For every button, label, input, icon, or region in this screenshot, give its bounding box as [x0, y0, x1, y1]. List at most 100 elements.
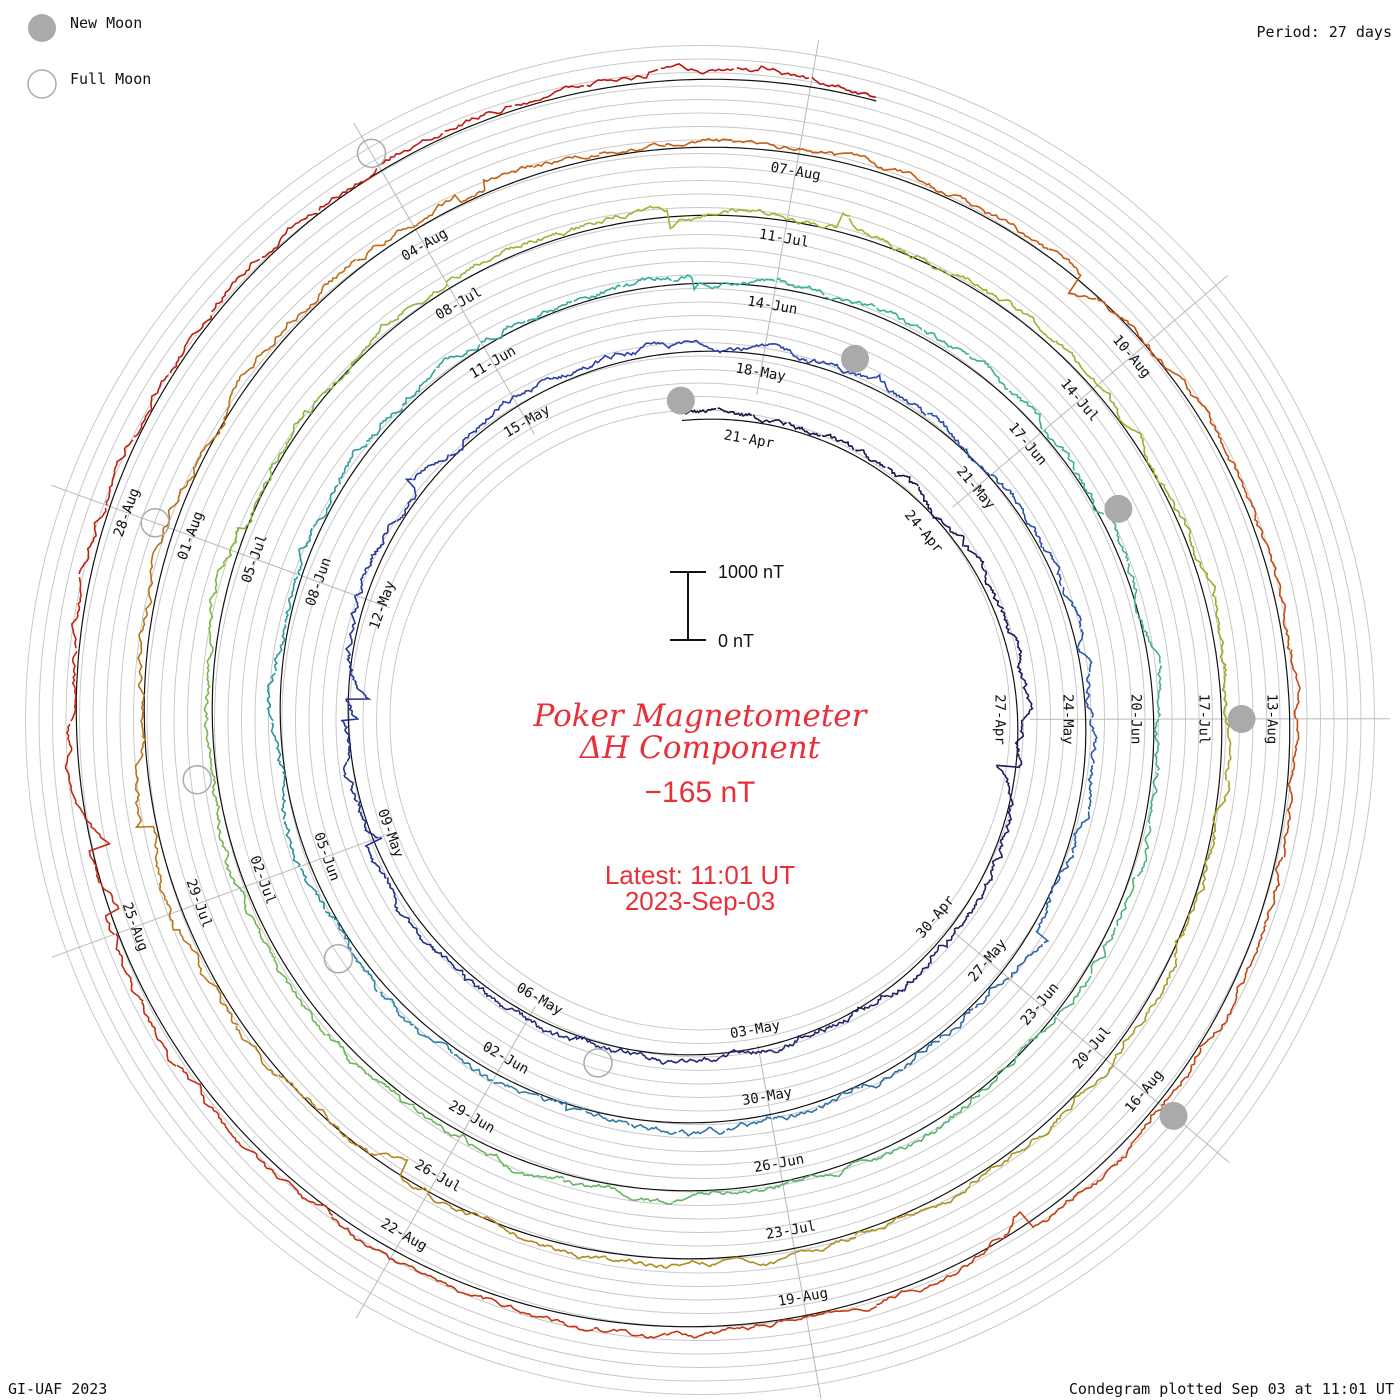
grid-circle [65, 85, 1335, 1355]
series-trace-segment [585, 1110, 630, 1126]
series-trace-segment [523, 1311, 594, 1332]
series-trace-segment [115, 933, 144, 1002]
series-trace-segment [1163, 485, 1192, 541]
series-trace-segment [1212, 780, 1231, 842]
series-trace-segment [668, 1257, 733, 1268]
series-trace-segment [460, 1134, 509, 1168]
series-trace-segment [284, 399, 319, 449]
series-trace-segment [235, 1025, 278, 1077]
series-trace-segment [94, 864, 120, 936]
new-moon-marker [1159, 1101, 1188, 1130]
series-trace-segment [630, 1123, 677, 1135]
series-trace-segment [1090, 927, 1116, 974]
series-trace-segment [665, 1327, 737, 1339]
series-trace-segment [199, 971, 239, 1026]
series-trace-segment [261, 212, 318, 259]
series-trace-segment [1062, 586, 1083, 628]
full-moon-icon [27, 69, 57, 99]
series-trace-segment [977, 1055, 1019, 1094]
series-trace-segment [732, 139, 801, 152]
series-trace-segment [342, 720, 352, 762]
grid-circle [133, 153, 1267, 1287]
series-trace-segment [1254, 516, 1280, 583]
series-trace-segment [673, 274, 724, 292]
date-label: 22-Aug [378, 1216, 430, 1255]
series-trace-segment [194, 410, 229, 468]
date-label: 24-May [1060, 694, 1076, 745]
date-label: 16-Aug [1122, 1067, 1167, 1116]
series-trace-segment [430, 946, 464, 973]
chart-title: Poker Magnetometer [533, 698, 867, 734]
series-trace-segment [975, 866, 994, 902]
series-trace-segment [817, 1086, 860, 1109]
series-trace-segment [543, 1244, 607, 1259]
series-trace-segment [974, 977, 1010, 1009]
date-label: 20-Jun [1128, 694, 1144, 745]
series-trace-segment [396, 478, 417, 522]
series-trace-segment [318, 168, 378, 211]
series-trace-segment [736, 65, 810, 80]
series-trace-segment [390, 1257, 457, 1290]
series-trace-segment [299, 867, 326, 910]
series-trace-segment [413, 1025, 454, 1054]
series-trace-segment [211, 777, 222, 836]
series-trace-segment [338, 443, 368, 485]
series-trace-segment [211, 258, 261, 313]
full-moon-marker [182, 764, 212, 795]
series-trace-segment [1014, 718, 1025, 758]
grid-circle [295, 315, 1105, 1125]
series-trace-segment [379, 991, 414, 1026]
legend-full-moon-label: Full Moon [70, 70, 152, 88]
series-trace-segment [1136, 431, 1166, 487]
series-trace-segment [324, 910, 352, 951]
date-label: 26-Jun [753, 1151, 806, 1176]
series-trace-segment [717, 407, 753, 417]
series-trace-segment [923, 329, 969, 355]
series-trace-segment [724, 277, 775, 286]
series-trace-segment [1224, 718, 1232, 781]
grid-circle [106, 126, 1294, 1314]
date-label: 13-Aug [1264, 694, 1280, 745]
series-trace-segment [1050, 854, 1074, 894]
series-trace-segment [1188, 540, 1217, 598]
series-trace-segment [1008, 390, 1043, 430]
grid-circle [25, 45, 1375, 1395]
series-trace-segment [412, 1105, 461, 1138]
series-trace-segment [788, 421, 821, 437]
series-trace-segment [1062, 1161, 1119, 1207]
series-trace-segment [1289, 649, 1301, 720]
series-trace-segment [169, 315, 213, 374]
series-trace-segment [772, 1108, 818, 1121]
series-trace-segment [901, 962, 931, 992]
series-trace-segment [1156, 665, 1163, 718]
grid-circle [335, 355, 1065, 1085]
series-trace-segment [261, 940, 294, 990]
series-trace-segment [1096, 297, 1146, 346]
series-trace-segment [78, 507, 107, 575]
series-trace-segment [345, 637, 355, 681]
series-trace-segment [805, 358, 850, 374]
series-trace-segment [1147, 772, 1159, 824]
series-trace-segment [355, 555, 374, 597]
date-label: 27-Apr [992, 694, 1008, 745]
series-trace-segment [1116, 876, 1136, 927]
series-trace-segment [284, 576, 299, 623]
series-trace-segment [479, 396, 514, 427]
series-trace-segment [449, 425, 481, 457]
series-trace-segment [1009, 300, 1056, 343]
series-trace-segment [444, 105, 512, 132]
series-trace-segment [719, 1048, 760, 1058]
series-trace-segment [681, 408, 717, 415]
series-trace-segment [728, 208, 788, 221]
series-trace-segment [1016, 1017, 1057, 1056]
series-trace-segment [641, 1052, 682, 1066]
series-trace-segment [278, 1074, 328, 1118]
series-trace-segment [1000, 609, 1020, 645]
series-trace-segment [1074, 471, 1105, 515]
series-trace-segment [540, 1095, 585, 1112]
series-trace-segment [848, 217, 903, 252]
series-trace-segment [1021, 1109, 1070, 1151]
series-trace-segment [860, 1069, 904, 1089]
series-trace-segment [480, 320, 526, 343]
legend-new-moon-label: New Moon [70, 14, 143, 32]
